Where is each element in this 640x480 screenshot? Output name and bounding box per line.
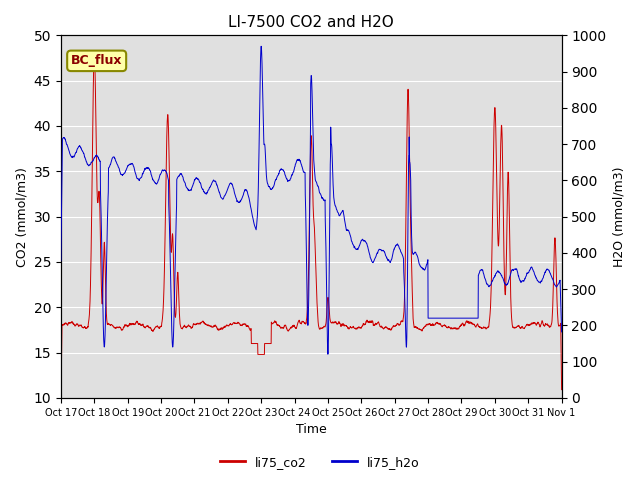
Y-axis label: CO2 (mmol/m3): CO2 (mmol/m3) xyxy=(15,167,28,266)
Text: BC_flux: BC_flux xyxy=(71,54,122,67)
Legend: li75_co2, li75_h2o: li75_co2, li75_h2o xyxy=(215,451,425,474)
Title: LI-7500 CO2 and H2O: LI-7500 CO2 and H2O xyxy=(228,15,394,30)
X-axis label: Time: Time xyxy=(296,423,326,436)
Y-axis label: H2O (mmol/m3): H2O (mmol/m3) xyxy=(612,167,625,267)
